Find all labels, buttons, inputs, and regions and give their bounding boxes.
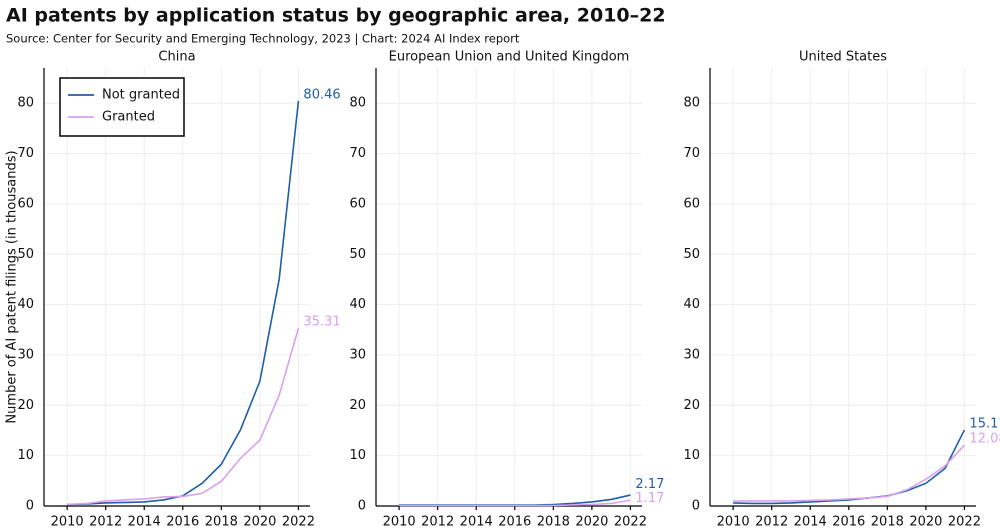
x-tick-label: 2014 — [794, 515, 827, 530]
y-tick-label: 50 — [17, 247, 34, 262]
panel-title: European Union and United Kingdom — [389, 50, 630, 65]
x-tick-label: 2014 — [460, 515, 493, 530]
chart-title: AI patents by application status by geog… — [6, 5, 666, 27]
y-tick-label: 0 — [692, 499, 700, 514]
y-tick-label: 40 — [17, 297, 34, 312]
x-tick-label: 2016 — [166, 515, 199, 530]
x-tick-label: 2020 — [575, 515, 608, 530]
x-tick-label: 2018 — [205, 515, 238, 530]
y-axis-label: Number of AI patent filings (in thousand… — [5, 150, 20, 423]
x-tick-label: 2010 — [51, 515, 84, 530]
series-line — [733, 429, 966, 505]
end-label: 2.17 — [635, 477, 664, 492]
x-tick-label: 2010 — [717, 515, 750, 530]
x-tick-label: 2012 — [421, 515, 454, 530]
y-tick-label: 10 — [683, 448, 700, 463]
x-tick-label: 2010 — [383, 515, 416, 530]
x-tick-label: 2012 — [755, 515, 788, 530]
y-tick-label: 30 — [683, 347, 700, 362]
panel-title: United States — [799, 50, 887, 65]
y-tick-label: 70 — [349, 146, 366, 161]
y-tick-label: 60 — [17, 196, 34, 211]
y-tick-label: 80 — [349, 96, 366, 111]
end-label: 1.17 — [635, 491, 664, 506]
end-label: 15.11 — [969, 416, 1000, 431]
x-tick-label: 2020 — [243, 515, 276, 530]
legend-box — [59, 77, 185, 137]
x-tick-label: 2020 — [909, 515, 942, 530]
series-line — [399, 499, 631, 507]
y-tick-label: 60 — [349, 196, 366, 211]
x-tick-label: 2022 — [282, 515, 315, 530]
y-tick-label: 20 — [349, 398, 366, 413]
x-tick-label: 2018 — [871, 515, 904, 530]
y-tick-label: 40 — [349, 297, 366, 312]
x-tick-label: 2014 — [128, 515, 161, 530]
x-tick-label: 2022 — [614, 515, 647, 530]
y-tick-label: 20 — [17, 398, 34, 413]
y-tick-label: 10 — [17, 448, 34, 463]
legend-label: Granted — [102, 110, 155, 125]
y-tick-label: 30 — [349, 347, 366, 362]
x-tick-label: 2016 — [498, 515, 531, 530]
y-tick-label: 0 — [26, 499, 34, 514]
end-label: 12.08 — [969, 432, 1000, 447]
legend-label: Not granted — [102, 88, 180, 103]
series-line — [67, 328, 300, 506]
end-label: 80.46 — [303, 87, 340, 102]
y-tick-label: 0 — [358, 499, 366, 514]
y-tick-label: 40 — [683, 297, 700, 312]
y-tick-label: 80 — [17, 96, 34, 111]
chart-source: Source: Center for Security and Emerging… — [6, 32, 520, 46]
x-tick-label: 2016 — [832, 515, 865, 530]
y-tick-label: 10 — [349, 448, 366, 463]
y-tick-label: 60 — [683, 196, 700, 211]
y-tick-label: 50 — [683, 247, 700, 262]
y-tick-label: 70 — [683, 146, 700, 161]
x-tick-label: 2022 — [948, 515, 981, 530]
x-tick-label: 2018 — [537, 515, 570, 530]
series-line — [733, 444, 966, 502]
y-tick-label: 20 — [683, 398, 700, 413]
y-tick-label: 70 — [17, 146, 34, 161]
y-tick-label: 50 — [349, 247, 366, 262]
y-tick-label: 80 — [683, 96, 700, 111]
end-label: 35.31 — [303, 315, 340, 330]
y-tick-label: 30 — [17, 347, 34, 362]
panel-title: China — [158, 50, 195, 65]
x-tick-label: 2012 — [89, 515, 122, 530]
